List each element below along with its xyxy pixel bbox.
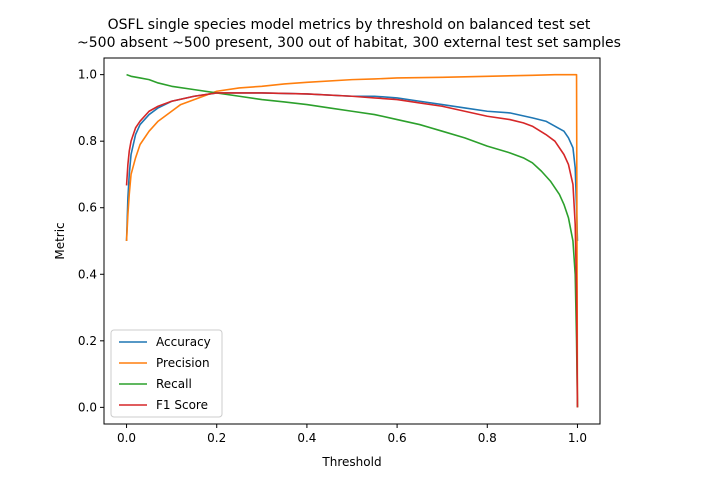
series-line-recall (126, 73, 579, 408)
y-axis-label: Metric (53, 222, 67, 259)
x-tick-label: 0.4 (297, 431, 316, 445)
legend-box (110, 329, 223, 418)
legend-label: Precision (156, 356, 210, 370)
chart-title: OSFL single species model metrics by thr… (108, 17, 591, 33)
x-axis-label: Threshold (321, 455, 381, 469)
series-layer (125, 73, 579, 408)
x-tick-label: 1.0 (568, 431, 587, 445)
series-line-accuracy (125, 92, 579, 242)
series-line-precision (125, 73, 579, 408)
y-tick-label: 0.2 (78, 334, 97, 348)
legend: Accuracy Precision Recall F1 Score (110, 329, 223, 418)
x-tick-label: 0.8 (478, 431, 497, 445)
legend-label: Recall (156, 377, 192, 391)
series-line-f1-score (125, 92, 579, 408)
x-tick-label: 0.6 (388, 431, 407, 445)
legend-label: Accuracy (156, 335, 211, 349)
y-tick-label: 0.8 (78, 134, 97, 148)
legend-label: F1 Score (156, 398, 208, 412)
y-tick-label: 0.4 (78, 267, 97, 281)
y-tick-label: 0.6 (78, 201, 97, 215)
x-tick-label: 0.0 (117, 431, 136, 445)
ticks-layer: 0.0 0.2 0.4 0.6 0.8 1.0 0.0 0.2 0.4 0.6 0.8 1.0 (78, 68, 587, 445)
y-tick-label: 0.0 (78, 400, 97, 414)
plot-area (103, 57, 601, 425)
chart-subtitle: ~500 absent ~500 present, 300 out of hab… (77, 35, 621, 51)
y-tick-label: 1.0 (78, 68, 97, 82)
x-tick-label: 0.2 (207, 431, 226, 445)
